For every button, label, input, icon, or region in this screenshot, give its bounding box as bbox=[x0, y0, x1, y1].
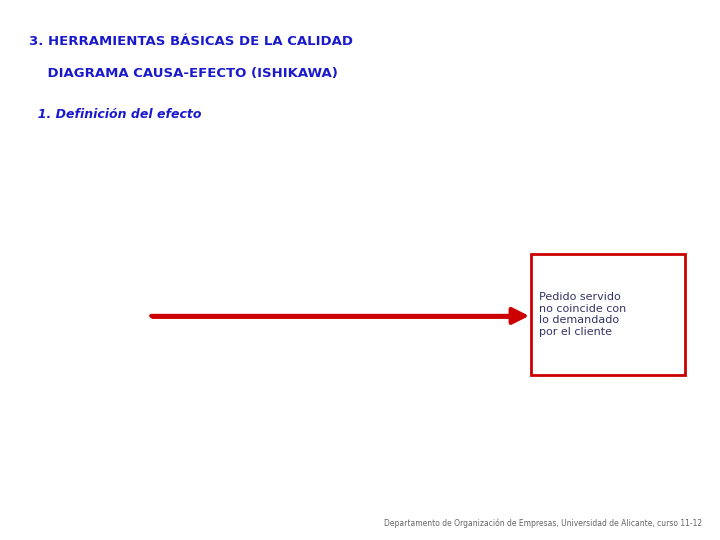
Bar bbox=[531, 254, 685, 375]
Text: DIAGRAMA CAUSA-EFECTO (ISHIKAWA): DIAGRAMA CAUSA-EFECTO (ISHIKAWA) bbox=[29, 68, 338, 80]
Text: 3. HERRAMIENTAS BÁSICAS DE LA CALIDAD: 3. HERRAMIENTAS BÁSICAS DE LA CALIDAD bbox=[29, 35, 353, 48]
Text: 1. Definición del efecto: 1. Definición del efecto bbox=[29, 108, 202, 121]
Text: Pedido servido
no coincide con
lo demandado
por el cliente: Pedido servido no coincide con lo demand… bbox=[539, 292, 626, 337]
Text: Departamento de Organización de Empresas, Universidad de Alicante, curso 11-12: Departamento de Organización de Empresas… bbox=[384, 518, 702, 528]
